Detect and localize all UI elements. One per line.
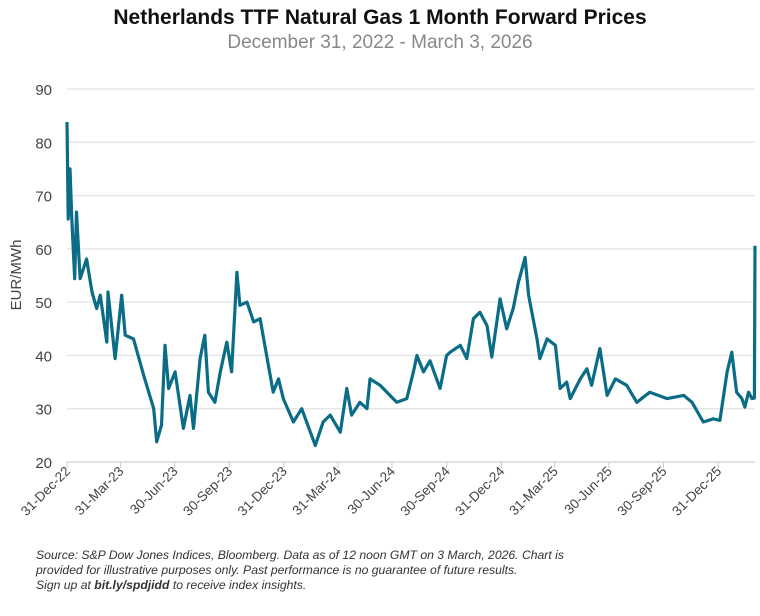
y-tick-label: 20 xyxy=(35,455,52,472)
x-tick-label: 31-Dec-24 xyxy=(452,463,508,519)
y-tick-label: 30 xyxy=(35,402,52,419)
signup-link[interactable]: bit.ly/spdjidd xyxy=(94,578,170,592)
x-tick-label: 31-Mar-23 xyxy=(72,464,127,519)
footnote: Source: S&P Dow Jones Indices, Bloomberg… xyxy=(36,548,736,593)
footnote-line-1: Source: S&P Dow Jones Indices, Bloomberg… xyxy=(36,548,564,562)
x-tick-label: 30-Jun-25 xyxy=(561,464,615,518)
x-tick-label: 31-Mar-24 xyxy=(289,463,344,518)
x-tick-label: 31-Dec-23 xyxy=(235,464,290,519)
footnote-line-2: provided for illustrative purposes only.… xyxy=(36,563,518,577)
y-tick-label: 90 xyxy=(35,82,52,99)
chart-title: Netherlands TTF Natural Gas 1 Month Forw… xyxy=(113,6,647,29)
x-tick-label: 30-Sep-25 xyxy=(614,464,669,519)
x-tick-label: 30-Jun-23 xyxy=(127,464,181,518)
y-tick-label: 60 xyxy=(35,242,52,259)
x-tick-label: 31-Dec-25 xyxy=(669,464,724,519)
x-tick-label: 30-Jun-24 xyxy=(345,463,399,517)
series-line xyxy=(65,121,757,448)
x-tick-label: 30-Sep-23 xyxy=(180,464,235,519)
y-tick-label: 50 xyxy=(35,295,52,312)
x-tick-label: 31-Mar-25 xyxy=(506,464,561,519)
y-tick-label: 80 xyxy=(35,135,52,152)
footnote-text: Sign up at xyxy=(36,578,95,592)
y-tick-label: 40 xyxy=(35,348,52,365)
y-axis-label: EUR/MWh xyxy=(8,240,25,311)
footnote-text: to receive index insights. xyxy=(169,578,307,592)
x-tick-label: 30-Sep-24 xyxy=(398,463,454,519)
footnote-line-3: Sign up at bit.ly/spdjidd to receive ind… xyxy=(36,578,736,593)
chart-subtitle: December 31, 2022 - March 3, 2026 xyxy=(227,32,533,53)
y-tick-label: 70 xyxy=(35,189,52,206)
